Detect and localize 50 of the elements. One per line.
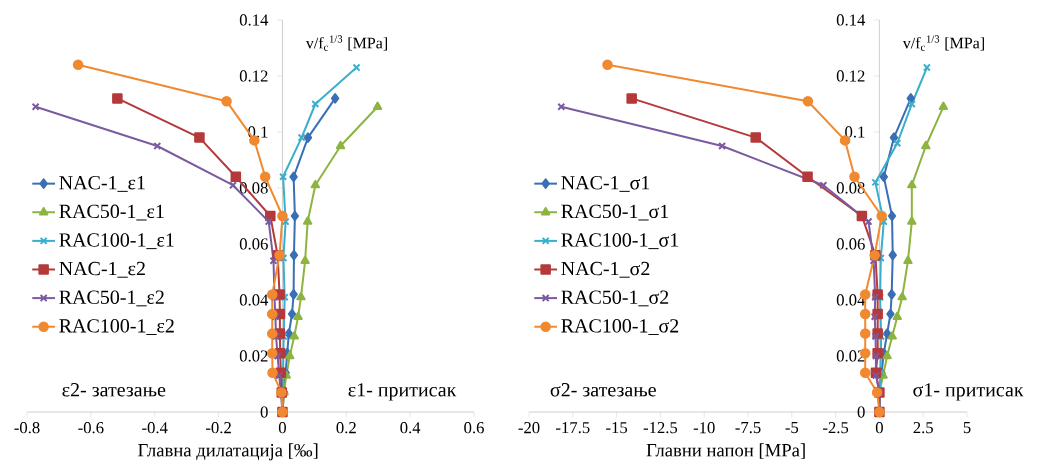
y-tick-label: 0.02 <box>239 350 268 362</box>
y-tick-label: 0.12 <box>836 70 865 82</box>
legend-label: RAC100-1_ε1 <box>59 233 174 250</box>
y-tick-label: 0.1 <box>845 126 865 138</box>
x-tick-label: 0.4 <box>400 422 421 434</box>
x-tick-label: 0 <box>875 422 883 434</box>
legend-label: RAC50-1_ε1 <box>59 204 164 221</box>
annotation: ε2- затезање <box>62 383 166 397</box>
x-tick-label: -17.5 <box>556 422 590 434</box>
annotation: σ1- притисак <box>913 383 1024 401</box>
y-tick-label: 0.14 <box>836 14 866 26</box>
legend-label: NAC-1_ε1 <box>59 176 145 192</box>
y-tick-label: 0.06 <box>836 238 865 250</box>
x-tick-label: -12.5 <box>643 422 678 434</box>
legend-label: NAC-1_σ1 <box>561 176 650 192</box>
x-tick-label: -7.5 <box>735 422 761 434</box>
y-tick-label: 0.04 <box>239 294 269 306</box>
legend-label: NAC-1_ε2 <box>59 261 145 278</box>
x-tick-label: -0.6 <box>78 422 104 434</box>
legend-label: RAC50-1_σ2 <box>561 290 669 307</box>
y-tick-label: 0 <box>260 406 268 418</box>
y-axis-title: v/f$_{c}$$^{1/3}$ [MPa] <box>902 35 984 51</box>
x-tick-label: 0 <box>278 422 286 434</box>
legend-label: RAC100-1_ε2 <box>59 319 174 335</box>
x-tick-label: -2.5 <box>823 422 849 434</box>
legend-label: RAC100-1_σ1 <box>561 233 679 250</box>
x-tick-label: 5 <box>963 422 971 434</box>
annotation: σ2- затезање <box>550 383 656 397</box>
x-tick-label: 2.5 <box>913 422 933 434</box>
y-tick-label: 0 <box>857 406 865 418</box>
y-axis-title: v/f$_{c}$$^{1/3}$ [MPa] <box>305 35 387 51</box>
legend-label: RAC100-1_σ2 <box>561 319 679 335</box>
x-tick-label: -5 <box>785 422 799 434</box>
x-axis-title: Главна дилатација [‰] <box>138 443 318 461</box>
x-tick-label: 0.2 <box>336 422 356 434</box>
x-tick-label: -15 <box>606 422 628 434</box>
legend-label: NAC-1_σ2 <box>561 261 650 278</box>
y-tick-label: 0.12 <box>239 70 268 82</box>
y-tick-label: 0.14 <box>239 14 269 26</box>
y-tick-label: 0.06 <box>239 238 268 250</box>
x-tick-label: -0.4 <box>142 422 168 434</box>
x-tick-label: -0.8 <box>14 422 40 434</box>
annotation: ε1- притисак <box>348 383 457 401</box>
legend-label: RAC50-1_σ1 <box>561 204 669 221</box>
x-tick-label: -10 <box>693 422 715 434</box>
x-tick-label: 0.6 <box>464 422 484 434</box>
x-tick-label: -20 <box>518 422 540 434</box>
x-axis-title: Главни напон [MPa] <box>646 443 805 459</box>
legend-label: RAC50-1_ε2 <box>59 290 164 307</box>
x-tick-label: -0.2 <box>206 422 231 434</box>
